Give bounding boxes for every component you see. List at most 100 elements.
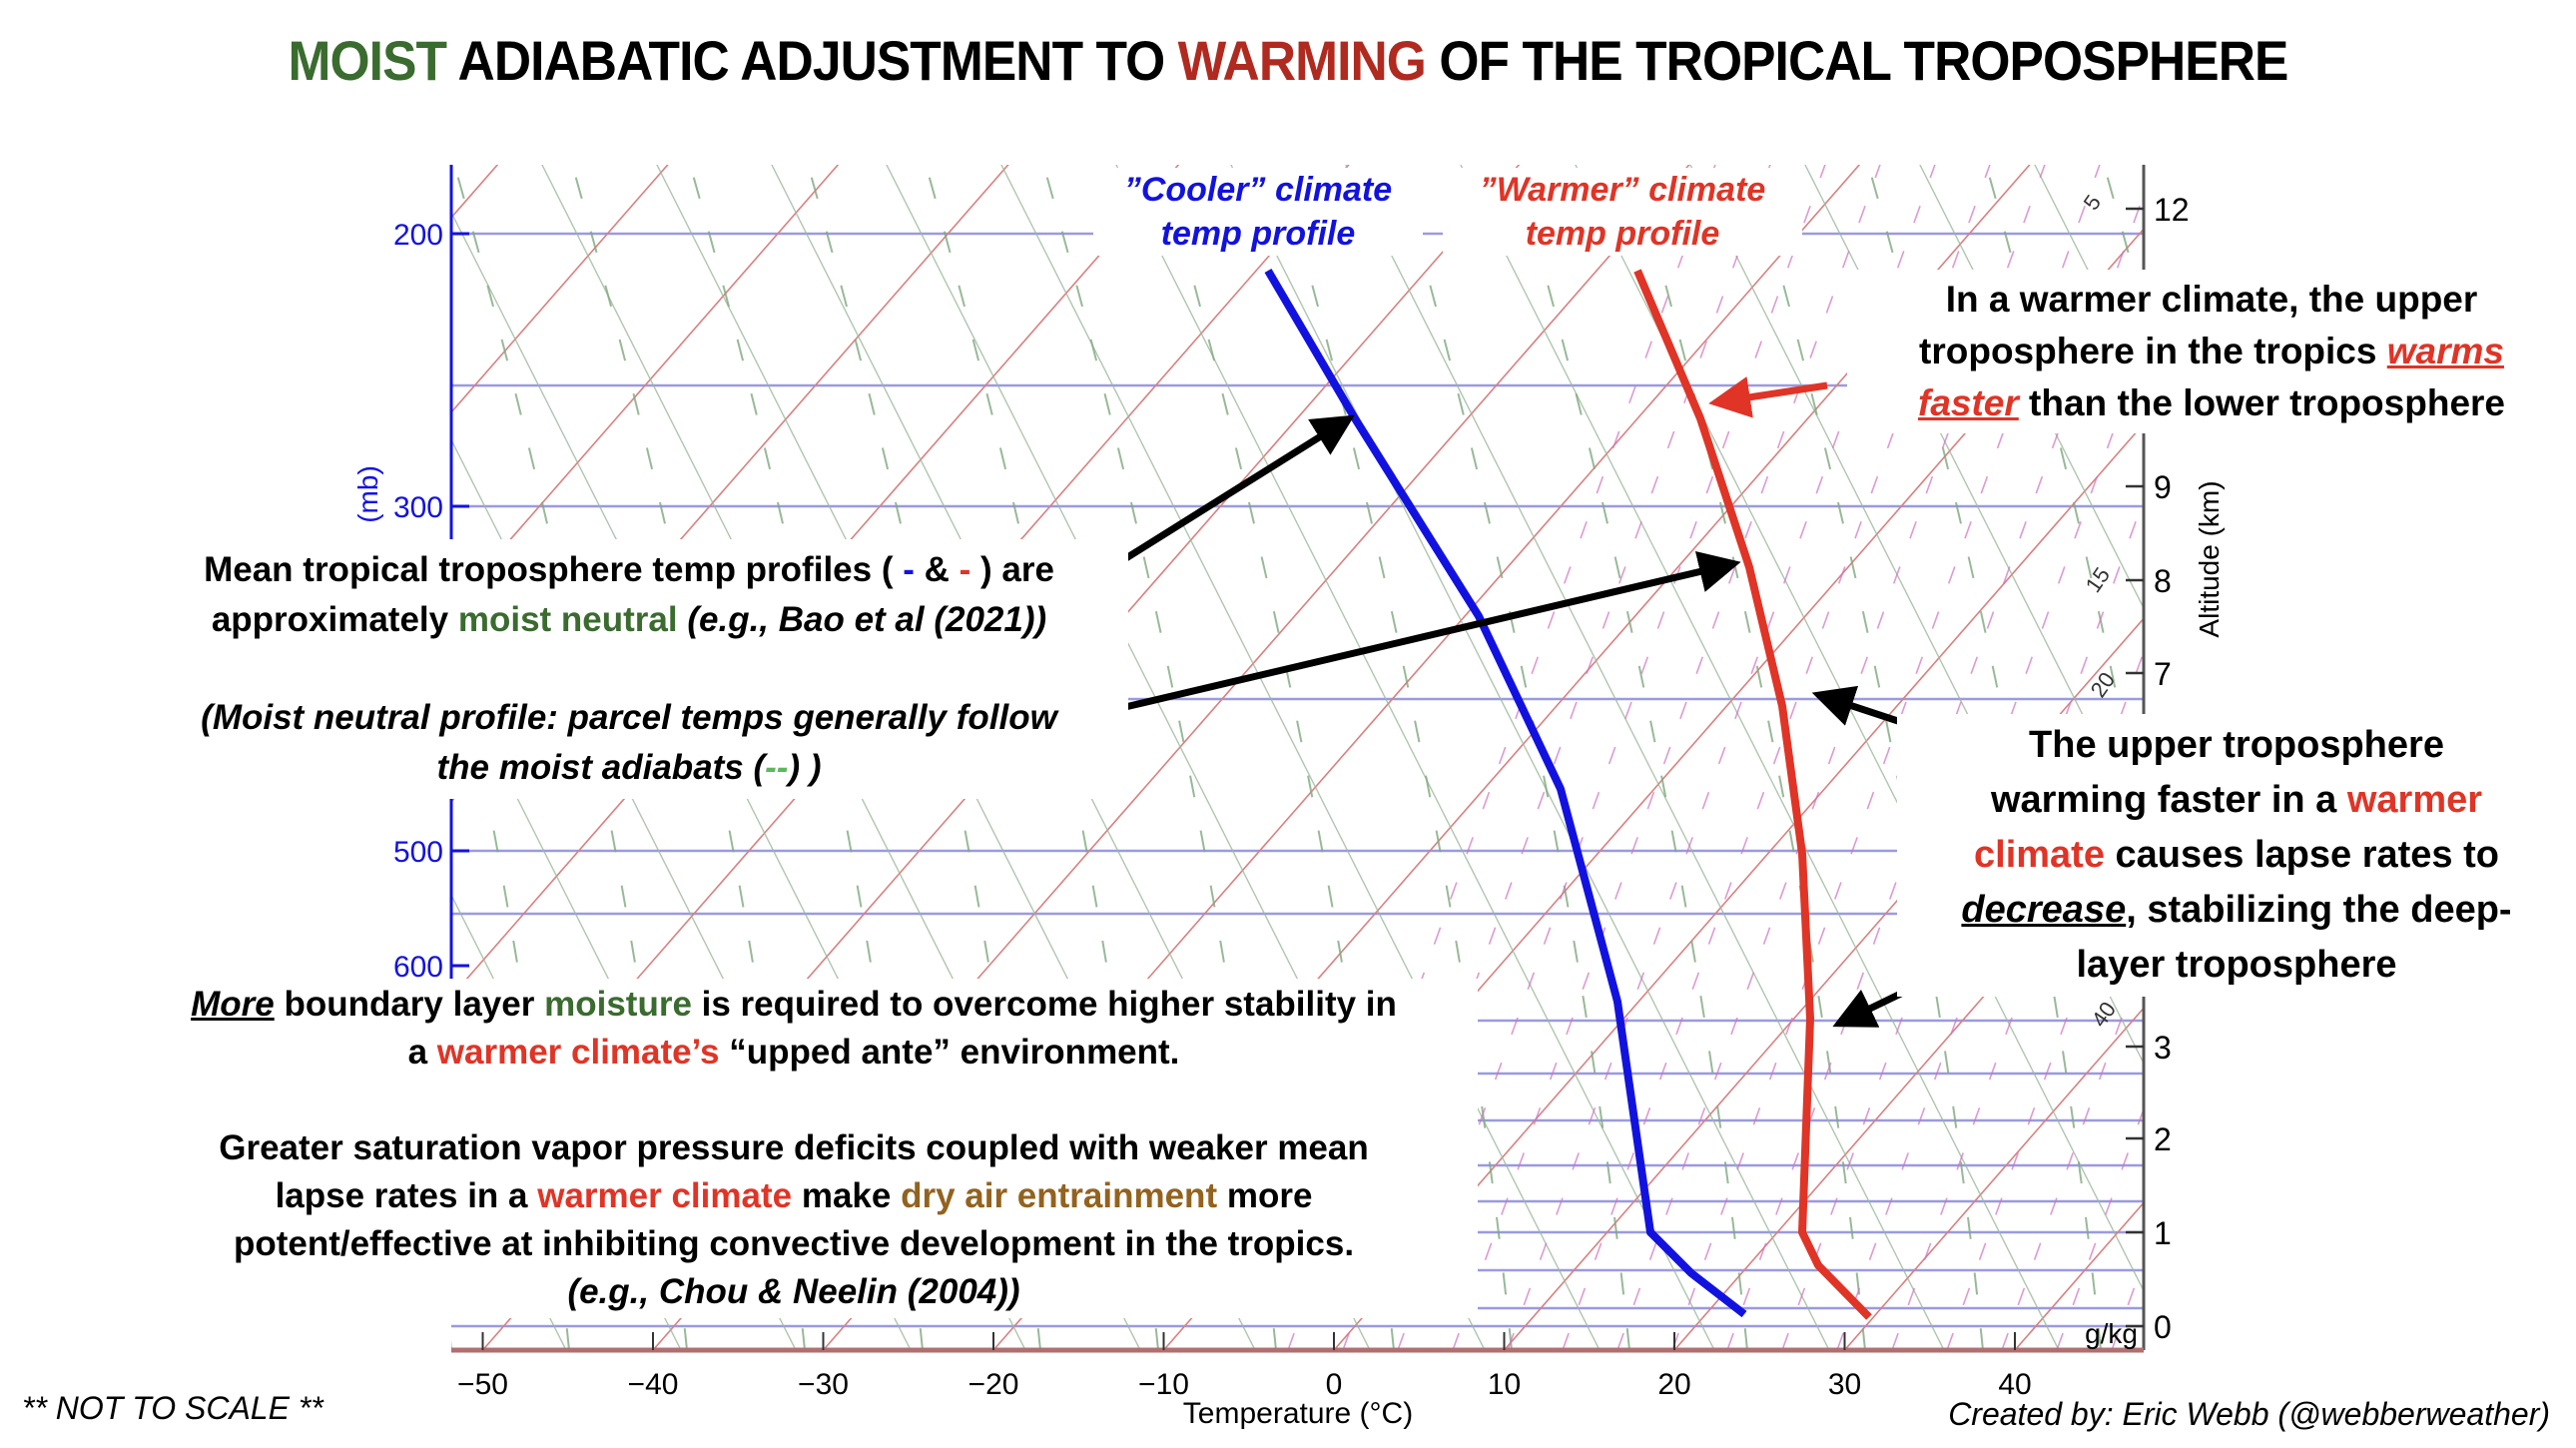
annot-ur-faster: faster	[1918, 382, 2019, 423]
dry-adiabat-line	[2049, 0, 2576, 1350]
x-tick-label: 40	[1998, 1368, 2031, 1401]
annot-lm-line1: (Moist neutral profile: parcel temps gen…	[201, 698, 1057, 737]
annot-bl-p1b: boundary layer	[274, 985, 545, 1024]
annot-bl-p4c: make	[792, 1176, 902, 1215]
x-tick-label: 10	[1488, 1368, 1521, 1401]
annot-mr-line2: warming faster in a warmer	[1897, 773, 2576, 828]
moist-adiabat-line	[1396, 165, 1630, 1350]
annotation-upper-troposphere-warms-faster: In a warmer climate, the upper troposphe…	[1847, 270, 2576, 433]
mixing-ratio-line	[1616, 165, 2046, 1350]
annot-lt-l1c: &	[914, 550, 960, 589]
annot-bl-line2: a warmer climate’s “upped ante” environm…	[110, 1029, 1478, 1077]
temperature-profiles	[1264, 268, 1872, 1320]
mixing-ratio-line	[2386, 0, 2576, 1350]
altitude-tick-label: 7	[2154, 656, 2172, 692]
annot-mr-line5: layer troposphere	[2076, 944, 2397, 986]
title-moist: MOIST	[288, 29, 447, 92]
annot-bl-warmer-climates: warmer climate’s	[436, 1033, 720, 1072]
moist-adiabat-line	[1631, 165, 1866, 1350]
annot-bl-p1d: is required to overcome higher stability…	[691, 985, 1397, 1024]
mixing-ratio-line	[1452, 165, 1881, 1350]
isotherm-line	[2355, 0, 2576, 1350]
arrow-red-upper-warming	[1708, 376, 1828, 418]
annot-bl-p2c: “upped ante” environment.	[719, 1033, 1180, 1072]
annot-bl-line4: lapse rates in a warmer climate make dry…	[110, 1172, 1478, 1220]
isotherm-line	[1843, 1007, 2144, 1350]
cooler-label-line1: ”Cooler” climate	[1123, 171, 1393, 209]
annot-bl-moisture: moisture	[544, 985, 692, 1024]
mixing-ratio-line	[1946, 802, 2144, 1350]
mixing-ratio-line	[1781, 345, 2144, 1350]
annot-lt-citation: (e.g., Bao et al (2021))	[677, 600, 1047, 639]
annot-ur-line2: troposphere in the tropics warms	[1847, 326, 2576, 377]
arrow-stability-upper	[1811, 685, 1909, 728]
dry-adiabat-line	[2278, 0, 2576, 1350]
annot-lm-l2a: the moist adiabats (	[436, 748, 766, 787]
annot-lt-l2a: approximately	[211, 600, 458, 639]
annot-ur-line3: faster than the lower troposphere	[1847, 377, 2576, 429]
dry-adiabat-line	[2508, 0, 2576, 1350]
cooler-profile-line	[1264, 268, 1747, 1318]
cooler-legend-dash: -	[903, 550, 915, 589]
altitude-tick-label: 9	[2154, 469, 2172, 505]
annot-lt-l1e: ) are	[970, 550, 1054, 589]
isotherm-line	[1333, 422, 2144, 1350]
annot-bl-line1: More boundary layer moisture is required…	[110, 981, 1478, 1029]
dry-adiabat-line	[1804, 165, 2144, 838]
altitude-tick-label: 0	[2154, 1309, 2172, 1345]
annot-bl-line3: Greater saturation vapor pressure defici…	[219, 1128, 1369, 1167]
mixing-ratio-line	[2222, 0, 2576, 1350]
x-tick-label: −50	[457, 1368, 508, 1401]
not-to-scale-note: ** NOT TO SCALE **	[22, 1390, 323, 1426]
annotation-lapse-rates-decrease: The upper troposphere warming faster in …	[1897, 714, 2576, 997]
annot-mr-l3b: causes lapse rates to	[2104, 834, 2499, 876]
page-title: MOIST ADIABATIC ADJUSTMENT TO WARMING OF…	[103, 28, 2473, 93]
mixing-ratio-line	[2001, 954, 2144, 1350]
pressure-tick-label: 600	[393, 951, 443, 984]
mixing-ratio-line	[1671, 165, 2101, 1350]
x-tick-label: 20	[1657, 1368, 1690, 1401]
arrow-to-cooler-profile	[1111, 414, 1355, 569]
pressure-axis-label: (mb)	[352, 465, 383, 523]
cooler-label-line2: temp profile	[1160, 215, 1356, 253]
mixing-ratio-line	[1507, 165, 1936, 1350]
mixing-ratio-line	[1562, 165, 1991, 1350]
x-tick-label: 0	[1326, 1368, 1343, 1401]
annot-lm-l2c: ) )	[788, 748, 822, 787]
mixing-ratio-line	[2331, 0, 2576, 1350]
mixing-ratio-line	[2056, 1106, 2144, 1350]
mixing-ratio-line	[1726, 192, 2144, 1350]
warmer-label-line2: temp profile	[1525, 215, 1720, 253]
warmer-profile-label: ”Warmer” climate temp profile	[1443, 168, 1802, 256]
annot-mr-climate: climate	[1974, 834, 2105, 876]
pressure-tick-label: 300	[393, 491, 443, 524]
dry-adiabat-line	[0, 0, 107, 1350]
x-tick-label: −10	[1138, 1368, 1189, 1401]
annot-ur-line1: In a warmer climate, the upper	[1945, 279, 2478, 320]
annot-bl-more: More	[191, 985, 275, 1024]
isotherm-line	[1503, 617, 2144, 1350]
annot-mr-l4b: , stabilizing the deep-	[2126, 889, 2512, 931]
altitude-axis-label: Altitude (km)	[2194, 480, 2225, 637]
annot-lt-l1a: Mean tropical troposphere temp profiles …	[204, 550, 904, 589]
annot-bl-p2a: a	[407, 1033, 437, 1072]
dry-adiabat-line	[1919, 165, 2144, 610]
dry-adiabat-line	[2034, 165, 2144, 382]
x-axis-label: Temperature (°C)	[1183, 1397, 1413, 1430]
warmer-legend-dash: -	[959, 550, 971, 589]
dry-adiabat-line	[2164, 0, 2576, 1350]
moist-adiabat-line	[1278, 165, 1513, 1350]
annot-bl-p4a: lapse rates in a	[275, 1176, 538, 1215]
annot-bl-line5: potent/effective at inhibiting convectiv…	[233, 1224, 1355, 1263]
warmer-profile-line	[1633, 269, 1872, 1320]
annot-ur-l3b: than the lower troposphere	[2018, 382, 2505, 423]
title-middle: ADIABATIC ADJUSTMENT TO	[446, 29, 1178, 92]
moist-adiabat-legend-dash: --	[765, 748, 789, 787]
annotation-boundary-layer-moisture: More boundary layer moisture is required…	[110, 979, 1478, 1318]
moist-adiabat-line	[1514, 165, 1748, 1350]
annotation-moist-neutral: Mean tropical troposphere temp profiles …	[130, 539, 1128, 799]
annot-bl-dry-air: dry air entrainment	[901, 1176, 1218, 1215]
x-tick-label: −20	[968, 1368, 1019, 1401]
annot-lt-line2: approximately moist neutral (e.g., Bao e…	[130, 595, 1128, 645]
mixing-ratio-line	[1397, 165, 1826, 1350]
